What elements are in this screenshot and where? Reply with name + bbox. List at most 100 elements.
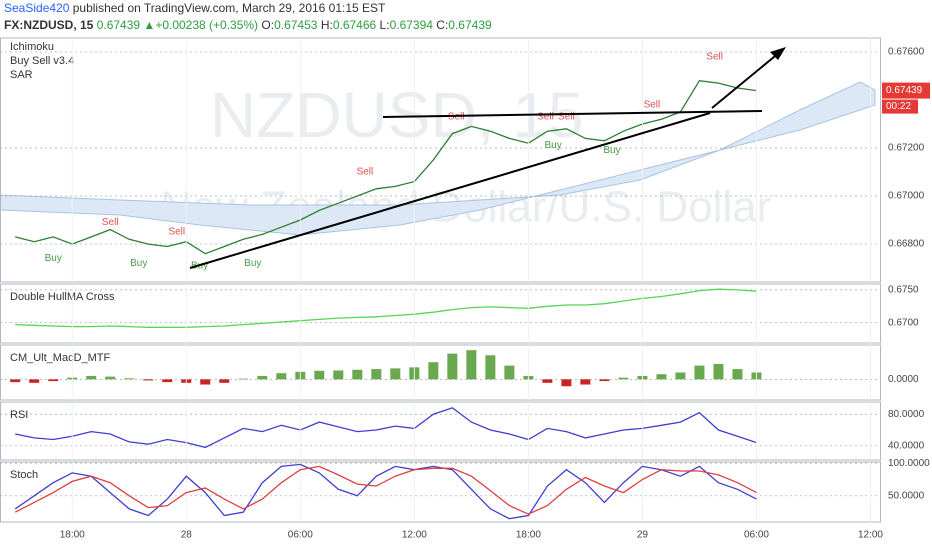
histogram-bar bbox=[200, 379, 211, 385]
panel-frame bbox=[0, 283, 881, 344]
histogram-bar bbox=[504, 365, 515, 380]
x-tick-label: 28 bbox=[181, 530, 193, 541]
l: 0.67394 bbox=[390, 18, 434, 32]
histogram-bar bbox=[713, 363, 724, 380]
arrow: ▲ bbox=[143, 18, 155, 32]
histogram-bar bbox=[48, 379, 59, 382]
signal-label: Buy bbox=[603, 145, 620, 156]
histogram-bar bbox=[694, 365, 705, 380]
c-label: C: bbox=[436, 18, 448, 32]
histogram-bar bbox=[238, 378, 249, 380]
signal-label: Buy bbox=[130, 258, 147, 269]
histogram-bar bbox=[428, 362, 439, 380]
o-label: O: bbox=[261, 18, 274, 32]
histogram-bar bbox=[276, 373, 287, 380]
x-tick-label: 06:00 bbox=[744, 530, 769, 541]
histogram-bar bbox=[333, 370, 344, 380]
signal-label: Sell bbox=[102, 217, 119, 228]
x-tick-label: 18:00 bbox=[516, 530, 541, 541]
histogram-bar bbox=[618, 377, 629, 380]
c: 0.67439 bbox=[448, 18, 492, 32]
histogram-bar bbox=[219, 379, 230, 383]
ichimoku-cloud bbox=[0, 81, 876, 236]
histogram-bar bbox=[732, 369, 743, 380]
x-tick-label: 06:00 bbox=[288, 530, 313, 541]
resistance-line bbox=[382, 110, 763, 118]
histogram-bar bbox=[314, 370, 325, 380]
price-box-label: 0.67439 bbox=[886, 85, 923, 96]
signal-label: Sell bbox=[558, 111, 575, 122]
published: published on TradingView.com, March 29, … bbox=[73, 1, 386, 15]
panel-frame bbox=[0, 37, 881, 283]
projection-arrow bbox=[711, 51, 781, 109]
histogram-bar bbox=[86, 375, 97, 380]
l-label: L: bbox=[380, 18, 390, 32]
histogram-bar bbox=[561, 379, 572, 387]
y-tick-label: 0.67000 bbox=[888, 191, 925, 202]
change: +0.00238 (+0.35%) bbox=[155, 18, 258, 32]
x-tick-label: 12:00 bbox=[402, 530, 427, 541]
signal-label: Buy bbox=[244, 258, 261, 269]
series-line bbox=[14, 463, 757, 520]
histogram-bar bbox=[105, 376, 116, 380]
countdown-box bbox=[882, 99, 918, 114]
y-tick-label: 80.0000 bbox=[888, 409, 925, 420]
histogram-bar bbox=[162, 379, 173, 383]
panel-frame bbox=[0, 461, 881, 523]
signal-label: Buy bbox=[544, 140, 561, 151]
signal-label: Sell bbox=[706, 51, 723, 62]
signal-label: Sell bbox=[537, 111, 554, 122]
indicator-label: SAR bbox=[10, 69, 33, 81]
histogram-bar bbox=[656, 374, 667, 380]
histogram-bar bbox=[352, 369, 363, 380]
x-tick-label: 29 bbox=[637, 530, 649, 541]
panel-title: CM_Ult_MacD_MTF bbox=[10, 352, 111, 364]
publish-line: SeaSide420 published on TradingView.com,… bbox=[4, 1, 386, 15]
histogram-bar bbox=[447, 353, 458, 380]
signal-label: Sell bbox=[448, 111, 465, 122]
histogram-bar bbox=[542, 379, 553, 383]
histogram-bar bbox=[390, 368, 401, 380]
histogram-bar bbox=[29, 379, 40, 383]
histogram-bar bbox=[485, 355, 496, 380]
histogram-bar bbox=[143, 379, 154, 381]
series-line bbox=[15, 80, 757, 255]
last: 0.67439 bbox=[97, 18, 141, 32]
y-tick-label: 0.66800 bbox=[888, 239, 925, 250]
symbol-line: FX:NZDUSD, 15 0.67439 ▲+0.00238 (+0.35%)… bbox=[4, 18, 492, 32]
author[interactable]: SeaSide420 bbox=[4, 1, 70, 15]
signal-label: Sell bbox=[357, 167, 374, 178]
histogram-bar bbox=[124, 378, 135, 380]
y-tick-label: 0.67200 bbox=[888, 143, 925, 154]
y-tick-label: 40.0000 bbox=[888, 440, 925, 451]
x-tick-label: 18:00 bbox=[60, 530, 85, 541]
price-box bbox=[882, 82, 930, 99]
arrow-head bbox=[770, 47, 786, 60]
signal-label: Buy bbox=[45, 253, 62, 264]
histogram-bar bbox=[257, 375, 268, 380]
panel-title: Stoch bbox=[10, 469, 38, 481]
signal-label: Sell bbox=[644, 99, 661, 110]
series-line bbox=[14, 465, 757, 515]
series-line bbox=[15, 407, 757, 449]
histogram-bar bbox=[675, 372, 686, 380]
y-tick-label: 100.0000 bbox=[888, 458, 930, 469]
y-tick-label: 50.0000 bbox=[888, 490, 925, 501]
panel-frame bbox=[0, 401, 881, 461]
histogram-bar bbox=[580, 379, 591, 385]
countdown-label: 00:22 bbox=[886, 101, 911, 112]
y-tick-label: 0.67600 bbox=[888, 47, 925, 58]
h: 0.67466 bbox=[333, 18, 377, 32]
x-tick-label: 12:00 bbox=[858, 530, 883, 541]
histogram-bar bbox=[466, 350, 477, 380]
panel-title: RSI bbox=[10, 409, 28, 421]
histogram-bar bbox=[371, 369, 382, 380]
y-tick-label: 0.6750 bbox=[888, 285, 919, 296]
series-line bbox=[15, 288, 757, 328]
trendline bbox=[189, 112, 711, 269]
signal-label: Sell bbox=[168, 227, 185, 238]
panel-frame bbox=[0, 344, 881, 401]
panel-title: Double HullMA Cross bbox=[10, 291, 115, 303]
